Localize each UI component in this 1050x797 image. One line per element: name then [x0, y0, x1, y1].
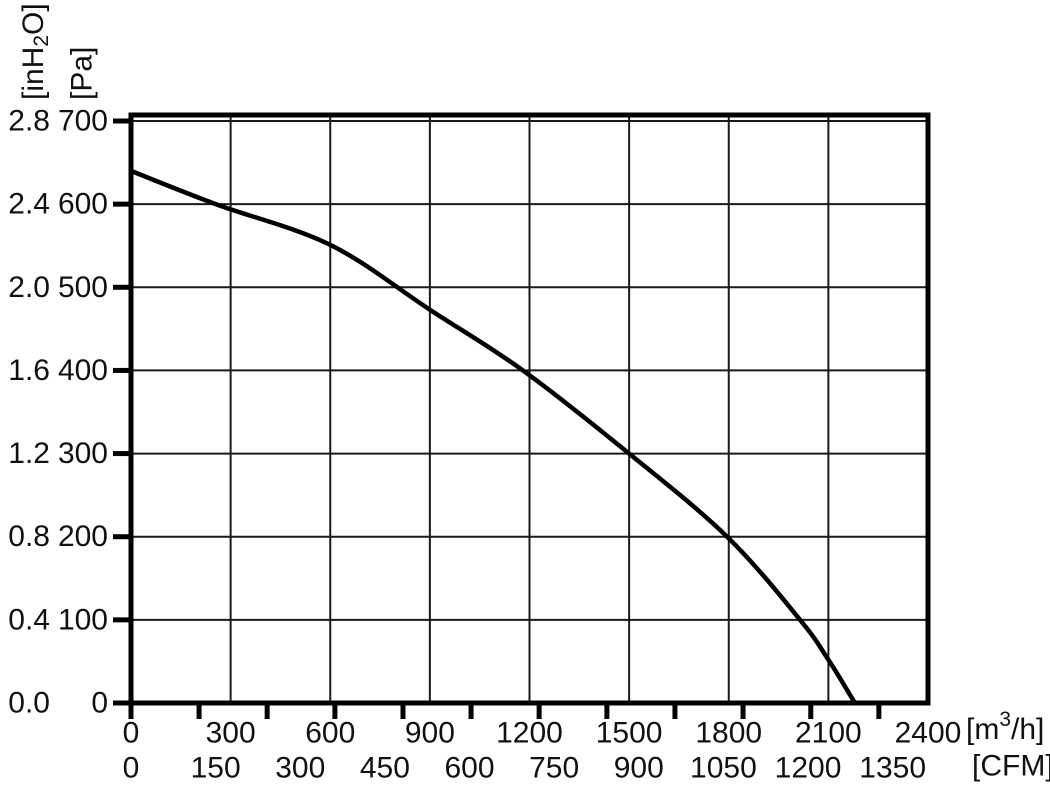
x-tick-label-cfm: 1050 [690, 752, 757, 785]
x-tick-label-m3h: 300 [206, 717, 256, 750]
x-tick-label-m3h: 900 [405, 717, 455, 750]
y-tick-label-pa: 700 [58, 105, 108, 138]
y-tick-label-pa: 200 [58, 520, 108, 553]
x-tick-label-m3h: 1500 [596, 717, 663, 750]
y-tick-label-inh2o: 2.8 [8, 105, 50, 138]
y-axis-unit-pa: [Pa] [66, 47, 99, 100]
x-tick-label-m3h: 1200 [496, 717, 563, 750]
x-tick-label-m3h: 2100 [795, 717, 862, 750]
x-tick-label-m3h: 600 [305, 717, 355, 750]
y-tick-label-inh2o: 0.0 [8, 687, 50, 720]
y-tick-label-inh2o: 2.4 [8, 188, 50, 221]
y-tick-label-inh2o: 2.0 [8, 271, 50, 304]
y-tick-label-inh2o: 1.2 [8, 437, 50, 470]
x-axis-unit-m3h: [m3/h] [966, 708, 1044, 746]
pressure-curve [128, 168, 858, 706]
y-tick-label-pa: 600 [58, 188, 108, 221]
x-tick-label-cfm: 900 [614, 752, 664, 785]
x-tick-label-cfm: 1350 [859, 752, 926, 785]
x-tick-label-cfm: 750 [529, 752, 579, 785]
y-tick-label-pa: 100 [58, 603, 108, 636]
x-tick-label-cfm: 450 [360, 752, 410, 785]
x-tick-label-m3h: 0 [123, 717, 140, 750]
x-tick-label-cfm: 300 [275, 752, 325, 785]
y-tick-label-pa: 0 [91, 687, 108, 720]
x-tick-label-cfm: 150 [191, 752, 241, 785]
x-tick-label-cfm: 600 [444, 752, 494, 785]
x-tick-label-m3h: 1800 [695, 717, 762, 750]
x-tick-label-cfm: 0 [123, 752, 140, 785]
y-tick-label-inh2o: 0.4 [8, 603, 50, 636]
y-tick-label-inh2o: 0.8 [8, 520, 50, 553]
plot-frame [128, 112, 931, 706]
y-tick-label-pa: 300 [58, 437, 108, 470]
y-axis-unit-inh2o: [inH2O] [17, 3, 53, 100]
x-tick-label-cfm: 1200 [775, 752, 842, 785]
x-axis-unit-cfm: [CFM] [972, 750, 1050, 783]
x-tick-label-m3h: 2400 [895, 717, 962, 750]
y-tick-label-pa: 500 [58, 271, 108, 304]
y-tick-label-pa: 400 [58, 354, 108, 387]
y-tick-label-inh2o: 1.6 [8, 354, 50, 387]
